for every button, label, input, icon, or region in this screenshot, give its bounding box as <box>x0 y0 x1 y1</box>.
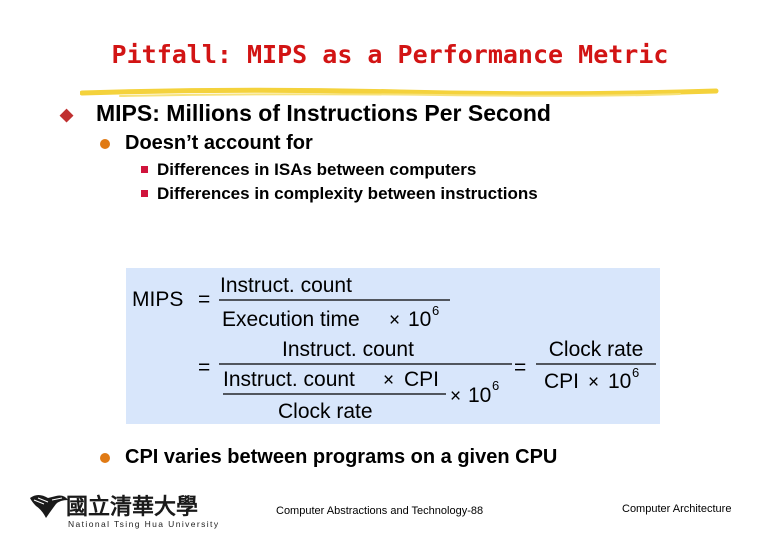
square-bullet-icon <box>141 190 148 197</box>
svg-text:=: = <box>198 356 210 379</box>
mips-formula-box: MIPS = Instruct. count Execution time × … <box>126 268 660 424</box>
svg-text:=: = <box>198 288 210 311</box>
svg-text:MIPS: MIPS <box>132 288 183 311</box>
mips-formula: MIPS = Instruct. count Execution time × … <box>132 274 656 423</box>
bird-emblem-icon <box>30 495 68 518</box>
svg-text:10: 10 <box>608 370 631 393</box>
svg-text:Clock rate: Clock rate <box>278 400 373 423</box>
svg-text:=: = <box>514 356 526 379</box>
footer-course-page: Computer Abstractions and Technology-88 <box>276 505 484 517</box>
svg-text:Instruct. count: Instruct. count <box>282 338 414 361</box>
square-bullet-icon <box>141 166 148 173</box>
slide-title: Pitfall: MIPS as a Performance Metric <box>111 40 669 69</box>
title-underline <box>80 87 719 97</box>
svg-text:CPI: CPI <box>544 370 579 393</box>
footer-course-name: Computer Architecture <box>622 503 732 515</box>
svg-text:10: 10 <box>408 308 431 331</box>
svg-text:Instruct. count: Instruct. count <box>220 274 352 297</box>
svg-text:Clock rate: Clock rate <box>549 338 644 361</box>
svg-text:Execution time: Execution time <box>222 308 360 331</box>
svg-text:Instruct. count: Instruct. count <box>223 368 355 391</box>
university-chinese-name: 國立清華大學 <box>66 494 198 520</box>
svg-text:6: 6 <box>632 365 639 380</box>
dot-bullet-icon <box>100 139 110 149</box>
svg-text:6: 6 <box>492 378 499 393</box>
svg-text:×: × <box>389 310 400 331</box>
university-english-name: National Tsing Hua University <box>68 519 220 529</box>
svg-text:6: 6 <box>432 303 439 318</box>
university-logo: 國立清華大學 <box>30 494 198 520</box>
svg-text:×: × <box>383 370 394 391</box>
svg-text:10: 10 <box>468 384 491 407</box>
dot-bullet-icon <box>100 453 110 463</box>
svg-text:×: × <box>588 372 599 393</box>
diamond-bullet-icon: ◆ <box>60 105 74 124</box>
svg-text:CPI: CPI <box>404 368 439 391</box>
svg-text:×: × <box>450 386 461 407</box>
